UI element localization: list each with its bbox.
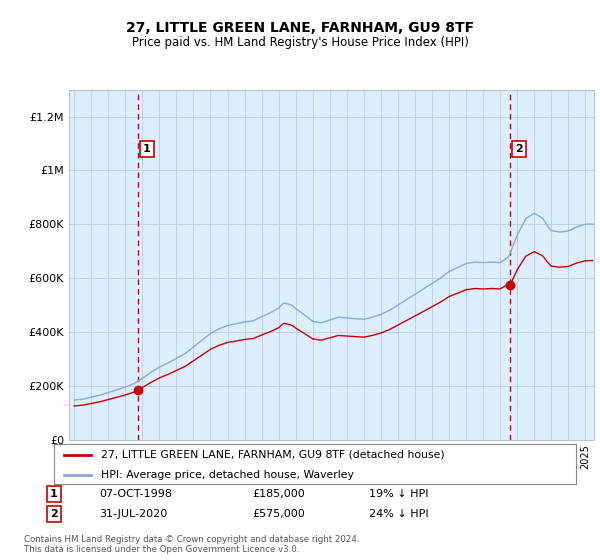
- Text: 24% ↓ HPI: 24% ↓ HPI: [369, 509, 428, 519]
- Text: 27, LITTLE GREEN LANE, FARNHAM, GU9 8TF: 27, LITTLE GREEN LANE, FARNHAM, GU9 8TF: [126, 21, 474, 35]
- Text: Price paid vs. HM Land Registry's House Price Index (HPI): Price paid vs. HM Land Registry's House …: [131, 36, 469, 49]
- Text: 19% ↓ HPI: 19% ↓ HPI: [369, 489, 428, 499]
- Text: 1: 1: [50, 489, 58, 499]
- Text: 27, LITTLE GREEN LANE, FARNHAM, GU9 8TF (detached house): 27, LITTLE GREEN LANE, FARNHAM, GU9 8TF …: [101, 450, 445, 460]
- Text: 2: 2: [515, 144, 523, 154]
- Text: £575,000: £575,000: [252, 509, 305, 519]
- Text: 31-JUL-2020: 31-JUL-2020: [99, 509, 167, 519]
- Text: Contains HM Land Registry data © Crown copyright and database right 2024.
This d: Contains HM Land Registry data © Crown c…: [24, 535, 359, 554]
- Text: 07-OCT-1998: 07-OCT-1998: [99, 489, 172, 499]
- Text: 2: 2: [50, 509, 58, 519]
- Text: HPI: Average price, detached house, Waverley: HPI: Average price, detached house, Wave…: [101, 470, 354, 480]
- Text: £185,000: £185,000: [252, 489, 305, 499]
- Text: 1: 1: [143, 144, 151, 154]
